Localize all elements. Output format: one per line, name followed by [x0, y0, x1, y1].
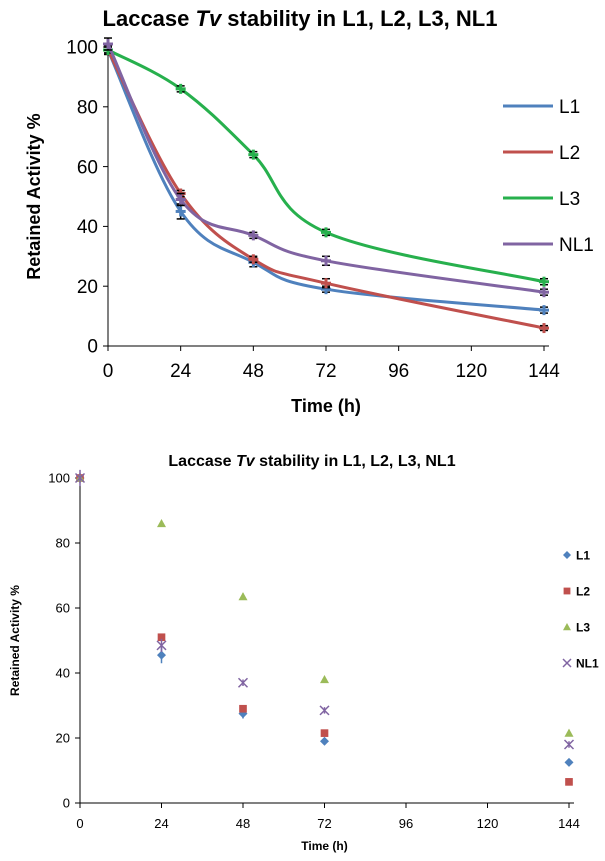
legend-label-l2: L2: [576, 584, 590, 598]
data-point-l3: [320, 675, 329, 684]
chart-title-italic: Tv: [196, 6, 223, 31]
marker-stroke: [237, 677, 249, 688]
data-point-l2: [157, 633, 166, 642]
x-tick-label: 120: [477, 816, 499, 831]
y-tick-label: 60: [77, 157, 98, 178]
series-line-nl1: [106, 43, 545, 294]
chart-scatter-stability: Laccase Tv stability in L1, L2, L3, NL1 0…: [8, 453, 599, 853]
data-point-l2: [239, 704, 247, 713]
x-tick-label: 72: [315, 361, 336, 382]
data-point-l3: [238, 592, 248, 601]
legend-label-nl1: NL1: [559, 235, 594, 256]
series-nl1: [103, 37, 549, 298]
y-tick-label: 20: [77, 277, 98, 298]
y-tick-label: 40: [56, 666, 70, 681]
series-l3: [103, 44, 549, 287]
chart-line-stability: Laccase Tv stability in L1, L2, L3, NL1 0…: [24, 6, 594, 416]
x-axis-label: Time (h): [301, 839, 347, 853]
x-tick-label: 48: [243, 361, 264, 382]
legend-label-l2: L2: [559, 143, 580, 164]
chart-title-suffix: stability in L1, L2, L3, NL1: [221, 6, 497, 31]
y-tick-label: 60: [56, 601, 70, 616]
chart-title-prefix: Laccase: [168, 453, 236, 470]
y-tick-label: 80: [56, 536, 70, 551]
legend-swatch-l2: [563, 587, 571, 595]
marker-stroke: [156, 640, 167, 651]
chart-title: Laccase Tv stability in L1, L2, L3, NL1: [103, 6, 498, 31]
y-tick-label: 100: [48, 471, 70, 486]
chart-title-prefix: Laccase: [103, 6, 196, 31]
marker-stroke: [74, 472, 86, 484]
x-tick-label: 72: [317, 816, 331, 831]
chart-title-italic: Tv: [236, 453, 256, 470]
y-tick-label: 80: [77, 97, 98, 118]
legend-label-l3: L3: [559, 189, 580, 210]
legend-label-l3: L3: [576, 620, 590, 634]
x-tick-label: 144: [558, 816, 580, 831]
legend-label-nl1: NL1: [576, 656, 599, 670]
series-nl1: [74, 469, 575, 750]
data-point-l1: [320, 736, 329, 746]
series-line-l3: [107, 48, 545, 284]
y-tick-label: 0: [63, 796, 70, 811]
data-point-nl1: [319, 705, 330, 716]
chart-title: Laccase Tv stability in L1, L2, L3, NL1: [168, 453, 455, 470]
data-point-nl1: [563, 739, 575, 750]
data-point-l1: [157, 650, 166, 660]
legend-label-l1: L1: [576, 548, 590, 562]
x-tick-label: 120: [455, 361, 487, 382]
data-point-nl1: [156, 640, 167, 651]
data-point-nl1: [74, 472, 86, 484]
legend-label-l1: L1: [559, 97, 580, 118]
x-tick-label: 24: [154, 816, 168, 831]
series-l3: [75, 473, 574, 737]
series-l1: [75, 473, 574, 767]
data-point-nl1: [237, 677, 249, 688]
x-tick-label: 96: [399, 816, 413, 831]
chart-title-suffix: stability in L1, L2, L3, NL1: [255, 453, 456, 470]
x-tick-label: 48: [236, 816, 250, 831]
x-axis-label: Time (h): [291, 396, 361, 416]
data-point-l2: [565, 778, 573, 786]
y-tick-label: 20: [56, 731, 70, 746]
marker-stroke: [319, 705, 330, 716]
y-axis-label: Retained Activity %: [8, 585, 22, 696]
data-point-l3: [157, 519, 166, 528]
data-point-l1: [564, 757, 574, 767]
legend-swatch-l3: [563, 623, 571, 631]
x-tick-label: 24: [170, 361, 192, 382]
marker-stroke: [563, 739, 575, 750]
x-tick-label: 0: [76, 816, 83, 831]
data-point-l3: [564, 728, 574, 737]
x-tick-label: 0: [103, 361, 114, 382]
data-point-l2: [320, 729, 329, 737]
y-tick-label: 0: [87, 337, 98, 358]
y-tick-label: 100: [66, 38, 98, 59]
legend-swatch-nl1: [562, 658, 572, 668]
marker-stroke: [562, 658, 572, 668]
x-tick-label: 144: [528, 361, 560, 382]
x-tick-label: 96: [388, 361, 409, 382]
y-axis-label: Retained Activity %: [24, 113, 44, 279]
legend-swatch-l1: [563, 551, 571, 559]
y-tick-label: 40: [77, 217, 98, 238]
